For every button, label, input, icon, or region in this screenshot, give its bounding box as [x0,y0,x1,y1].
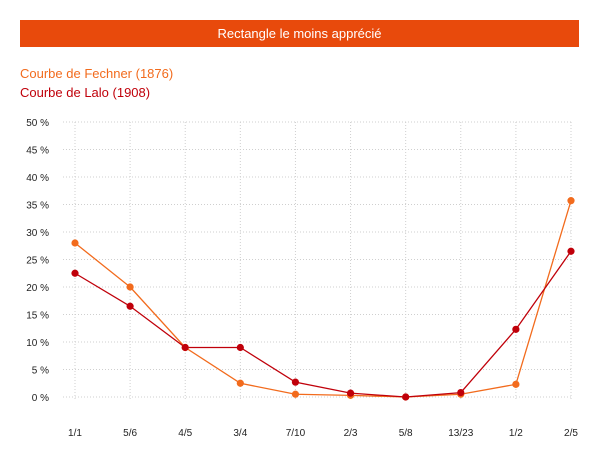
data-point-0 [236,379,244,387]
x-tick-label: 7/10 [286,428,306,439]
x-tick-label: 5/6 [123,428,137,439]
data-point-0 [126,283,134,291]
data-point-1 [71,269,79,277]
y-tick-label: 0 % [32,393,49,404]
legend-entry-lalo: Courbe de Lalo (1908) [20,85,151,100]
data-point-0 [291,390,300,398]
data-point-1 [236,343,244,352]
series-line-1 [74,250,572,398]
y-tick-label: 10 % [26,338,49,349]
data-point-0 [567,197,575,205]
x-tick-label: 4/5 [178,428,192,439]
axis-labels: 0 % 5 % 10 % 15 % 20 % 25 % 30 % 35 % 40 % 45 % 50… [26,118,578,439]
x-tick-label: 5/8 [399,428,413,439]
x-tick-label: 1/2 [509,428,523,439]
data-point-0 [71,239,79,247]
y-tick-label: 50 % [26,118,49,129]
series-layer [71,197,575,401]
y-tick-label: 30 % [26,228,49,239]
data-point-1 [181,343,189,352]
y-tick-label: 15 % [26,311,49,322]
x-tick-label: 1/1 [68,428,82,439]
x-tick-label: 2/3 [344,428,358,439]
data-point-0 [512,380,520,388]
y-tick-label: 20 % [26,283,49,294]
data-point-1 [126,302,134,310]
y-tick-label: 25 % [26,256,49,267]
data-point-1 [346,389,355,397]
y-tick-label: 5 % [32,366,49,377]
legend-entry-fechner: Courbe de Fechner (1876) [20,66,174,81]
data-point-1 [457,389,465,397]
y-tick-label: 40 % [26,173,49,184]
series-line-0 [74,200,572,398]
y-tick-label: 35 % [26,201,49,212]
data-point-1 [512,325,520,333]
x-tick-label: 2/5 [564,428,578,439]
x-tick-label: 3/4 [233,428,247,439]
data-point-1 [567,247,575,255]
y-tick-label: 45 % [26,146,49,157]
grid-lines [63,121,572,401]
legend: Courbe de Fechner (1876) Courbe de Lalo … [20,64,173,102]
chart-title: Rectangle le moins apprécié [20,20,579,47]
data-point-1 [291,378,300,386]
data-point-1 [402,393,410,401]
x-tick-label: 13/23 [448,428,473,439]
